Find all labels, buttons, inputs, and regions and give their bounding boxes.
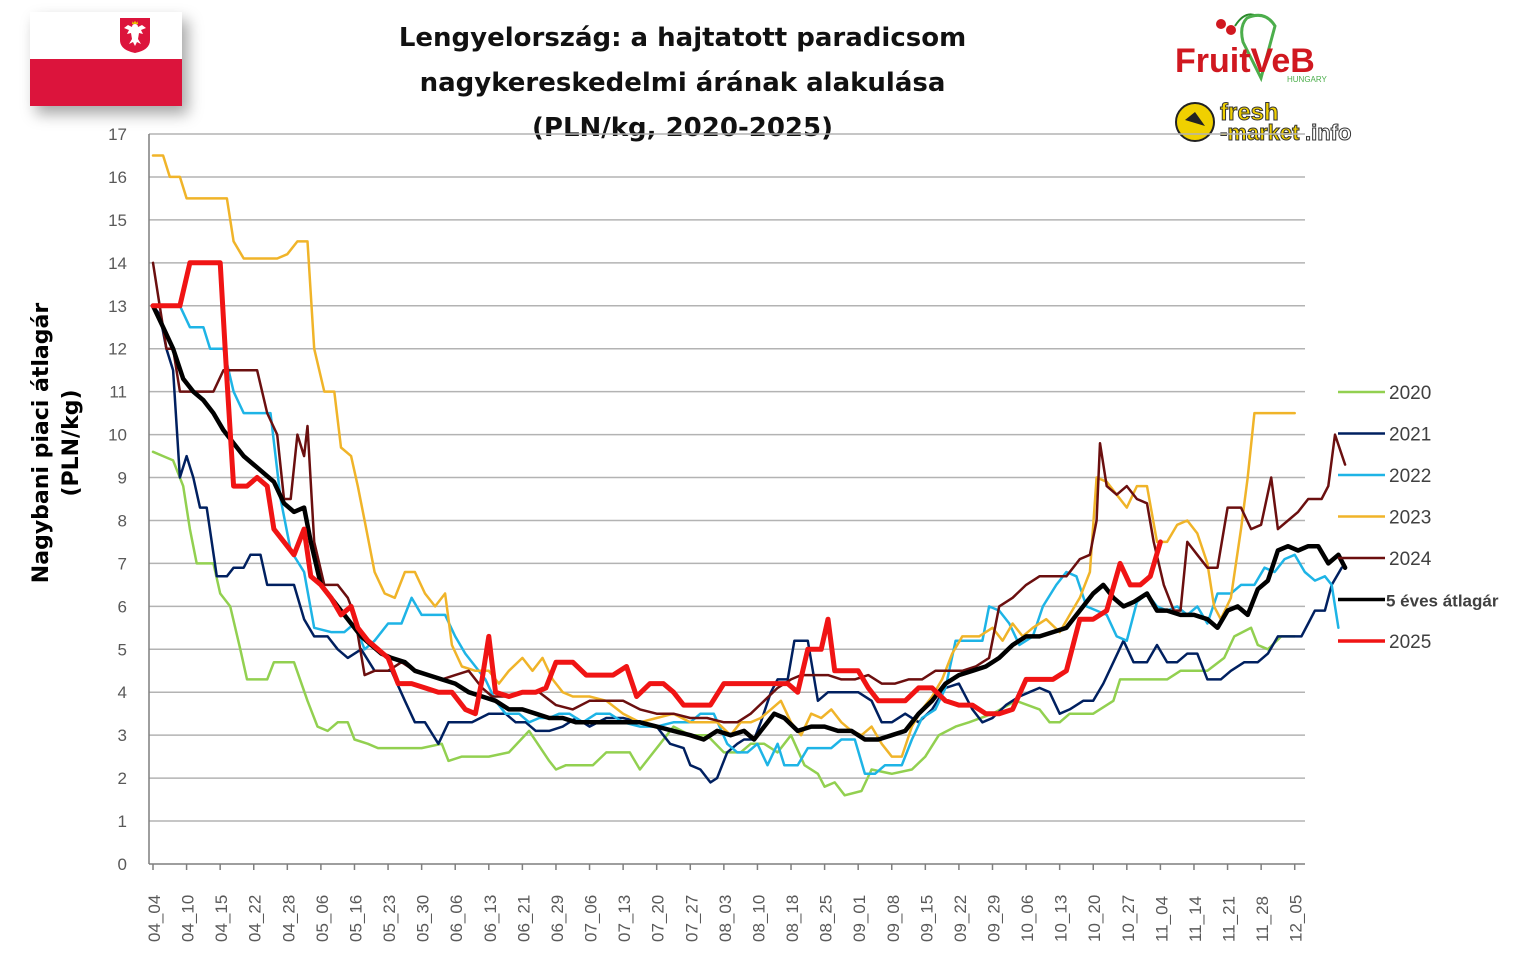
x-tick-label: 04_04 [145, 895, 164, 942]
x-tick-label: 12_05 [1287, 895, 1306, 942]
x-tick-label: 05_16 [346, 895, 365, 942]
y-tick-label: 2 [118, 769, 127, 788]
y-tick-label: 13 [108, 297, 127, 316]
x-tick-label: 09_01 [850, 895, 869, 942]
fruitveb-logo: FruitVeB HUNGARY [1175, 13, 1328, 84]
y-tick-label: 5 [118, 640, 127, 659]
series-line-0 [151, 450, 1296, 797]
y-tick-label: 15 [108, 211, 127, 230]
x-tick-label: 11_21 [1220, 896, 1239, 942]
y-tick-label: 14 [108, 254, 127, 273]
x-tick-label: 08_25 [817, 895, 836, 942]
series-line-6 [150, 260, 1163, 717]
legend-label-4: 2024 [1389, 549, 1432, 570]
poland-flag [30, 12, 182, 106]
x-tick-label: 06_29 [548, 895, 567, 942]
x-tick-label: 08_03 [716, 895, 735, 942]
legend-label-0: 2020 [1389, 383, 1431, 404]
fruitveb-text: FruitVeB [1175, 42, 1315, 80]
x-tick-label: 09_29 [985, 895, 1004, 942]
legend-label-2: 2022 [1389, 466, 1431, 487]
legend-label-3: 2023 [1389, 508, 1431, 529]
x-tick-label: 10_13 [1052, 895, 1071, 942]
x-tick-label: 05_30 [414, 895, 433, 942]
x-tick-label: 05_06 [313, 895, 332, 942]
gridlines [149, 133, 1305, 822]
x-tick-label: 06_13 [481, 895, 500, 942]
series-line-3 [151, 154, 1296, 758]
y-tick-label: 0 [118, 855, 127, 874]
x-tick-label: 11_14 [1186, 896, 1205, 942]
x-tick-labels: 04_04 04_10 04_15 04_22 04_28 05_06 05_16 05_23… [145, 895, 1306, 942]
x-tick-label: 04_15 [212, 895, 231, 942]
freshmarket-text-2: -market [1220, 120, 1300, 145]
x-tick-label: 09_15 [917, 895, 936, 942]
series-line-4 [151, 261, 1347, 724]
x-tick-label: 07_27 [682, 895, 701, 942]
freshmarket-text-3: .info [1305, 120, 1351, 145]
flag-red-stripe [30, 59, 182, 106]
y-tick-label: 1 [118, 812, 127, 831]
x-tick-label: 04_28 [279, 895, 298, 942]
cherry-icon [1226, 25, 1236, 35]
x-tick-label: 06_06 [447, 895, 466, 942]
y-tick-label: 4 [118, 683, 127, 702]
y-tick-label: 8 [118, 511, 127, 530]
cherry-icon-2 [1216, 19, 1226, 29]
x-tick-label: 06_21 [514, 895, 533, 942]
x-tick-label: 07_20 [649, 895, 668, 942]
chart-title-line-2: nagykereskedelmi árának alakulása [419, 68, 946, 98]
x-tick-label: 07_13 [615, 895, 634, 942]
chart-title-line-3: (PLN/kg, 2020-2025) [532, 113, 833, 143]
legend-label-5: 5 éves átlagár [1386, 592, 1499, 611]
series-lines [150, 154, 1348, 797]
x-tick-label: 09_08 [884, 895, 903, 942]
legend-label-6: 2025 [1389, 632, 1431, 653]
chart-title-line-1: Lengyelország: a hajtatott paradicsom [398, 23, 967, 53]
chart-title: Lengyelország: a hajtatott paradicsom na… [380, 16, 985, 151]
x-tick-label: 08_10 [749, 895, 768, 942]
series-line-2 [151, 304, 1340, 776]
compass-needle-icon [1185, 112, 1205, 126]
x-tick-label: 08_18 [783, 895, 802, 942]
y-tick-label: 12 [108, 340, 127, 359]
flag-white-stripe [30, 12, 182, 59]
series-line-5 [150, 303, 1348, 742]
y-tick-label: 11 [109, 383, 127, 402]
series-line-1 [151, 304, 1343, 784]
y-axis-title-line-1: Nagybani piaci átlagár [29, 302, 54, 584]
leaf-v-icon [1240, 13, 1277, 83]
logos: FruitVeB HUNGARY fresh -market .info [1175, 13, 1352, 146]
x-tick-label: 04_10 [179, 895, 198, 942]
legend: 2020 2021 2022 2023 2024 5 éves átlagár 2025 [1338, 383, 1499, 653]
x-tick-label: 07_06 [582, 895, 601, 942]
fruitveb-subtext: HUNGARY [1287, 75, 1328, 84]
freshmarket-text-1: fresh [1220, 99, 1279, 126]
x-tick-label: 04_22 [246, 895, 265, 942]
x-tick-label: 10_27 [1119, 895, 1138, 942]
polish-eagle-icon [120, 18, 150, 53]
y-tick-label: 6 [118, 597, 127, 616]
axes [148, 134, 1305, 870]
x-tick-label: 05_23 [380, 895, 399, 942]
y-tick-label: 9 [118, 469, 127, 488]
y-tick-label: 10 [108, 426, 127, 445]
legend-label-1: 2021 [1389, 425, 1431, 446]
y-axis-title-line-2: (PLN/kg) [59, 389, 84, 497]
x-tick-label: 11_04 [1152, 896, 1171, 942]
x-tick-label: 10_20 [1085, 895, 1104, 942]
y-tick-label: 17 [108, 125, 127, 144]
x-tick-label: 10_06 [1018, 895, 1037, 942]
y-tick-label: 7 [118, 554, 127, 573]
y-tick-label: 16 [108, 168, 127, 187]
y-axis-title: Nagybani piaci átlagár (PLN/kg) [27, 303, 87, 583]
x-tick-label: 11_28 [1253, 896, 1272, 942]
freshmarket-logo: fresh -market .info [1175, 99, 1352, 146]
x-tick-label: 09_22 [951, 895, 970, 942]
y-tick-label: 3 [118, 726, 127, 745]
